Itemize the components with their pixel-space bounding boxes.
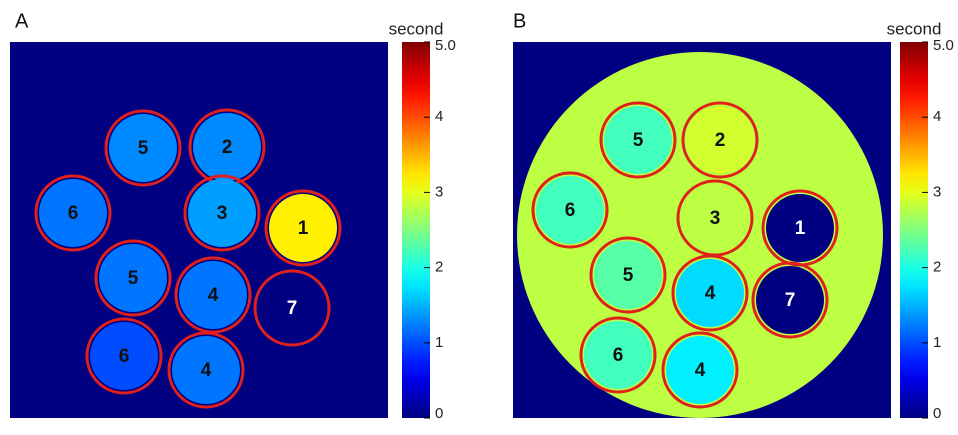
colorbar-tick-label: 1: [435, 334, 443, 351]
region-label: 3: [710, 208, 721, 229]
colorbar-tick-label: 4: [435, 108, 443, 125]
panel-label: B: [513, 10, 526, 32]
region-label: 4: [208, 285, 219, 306]
colorbar-label: second: [887, 19, 942, 38]
colorbar-tick-label: 1: [933, 334, 941, 351]
region-label: 1: [298, 218, 309, 239]
colorbar-tick-label: 5.0: [435, 37, 456, 54]
colorbar: [900, 42, 928, 418]
colorbar-tick-label: 5.0: [933, 37, 954, 54]
region-label: 3: [217, 203, 228, 224]
region-label: 7: [785, 290, 796, 311]
region-label: 5: [138, 138, 149, 159]
region-label: 1: [795, 218, 806, 239]
colorbar-tick-label: 0: [933, 405, 941, 422]
region-label: 6: [613, 345, 624, 366]
region-label: 6: [565, 200, 576, 221]
region-label: 6: [68, 203, 79, 224]
region-label: 7: [287, 298, 298, 319]
region-label: 2: [222, 137, 233, 158]
region-label: 2: [715, 130, 726, 151]
figure: 5 2 6 3 1 5 4 7 6 4 Asecond 0 1 2 3 4 5.0 5 2 6 3 1 5 4 7 6 4 Bseco…: [0, 0, 958, 430]
region-label: 4: [695, 360, 706, 381]
colorbar-tick-label: 0: [435, 405, 443, 422]
colorbar-tick-label: 4: [933, 108, 941, 125]
colorbar-label: second: [389, 19, 444, 38]
region-label: 4: [201, 360, 212, 381]
region-label: 5: [128, 268, 139, 289]
colorbar-tick-label: 3: [435, 183, 443, 200]
colorbar: [402, 42, 430, 418]
page: 5 2 6 3 1 5 4 7 6 4 Asecond 0 1 2 3 4 5.0 5 2 6 3 1 5 4 7 6 4 Bseco…: [0, 0, 958, 435]
region-label: 4: [705, 283, 716, 304]
panel-label: A: [15, 10, 29, 32]
colorbar-tick-label: 3: [933, 183, 941, 200]
region-label: 5: [623, 265, 634, 286]
colorbar-tick-label: 2: [435, 259, 443, 276]
region-label: 5: [633, 130, 644, 151]
region-label: 6: [119, 346, 130, 367]
colorbar-tick-label: 2: [933, 259, 941, 276]
